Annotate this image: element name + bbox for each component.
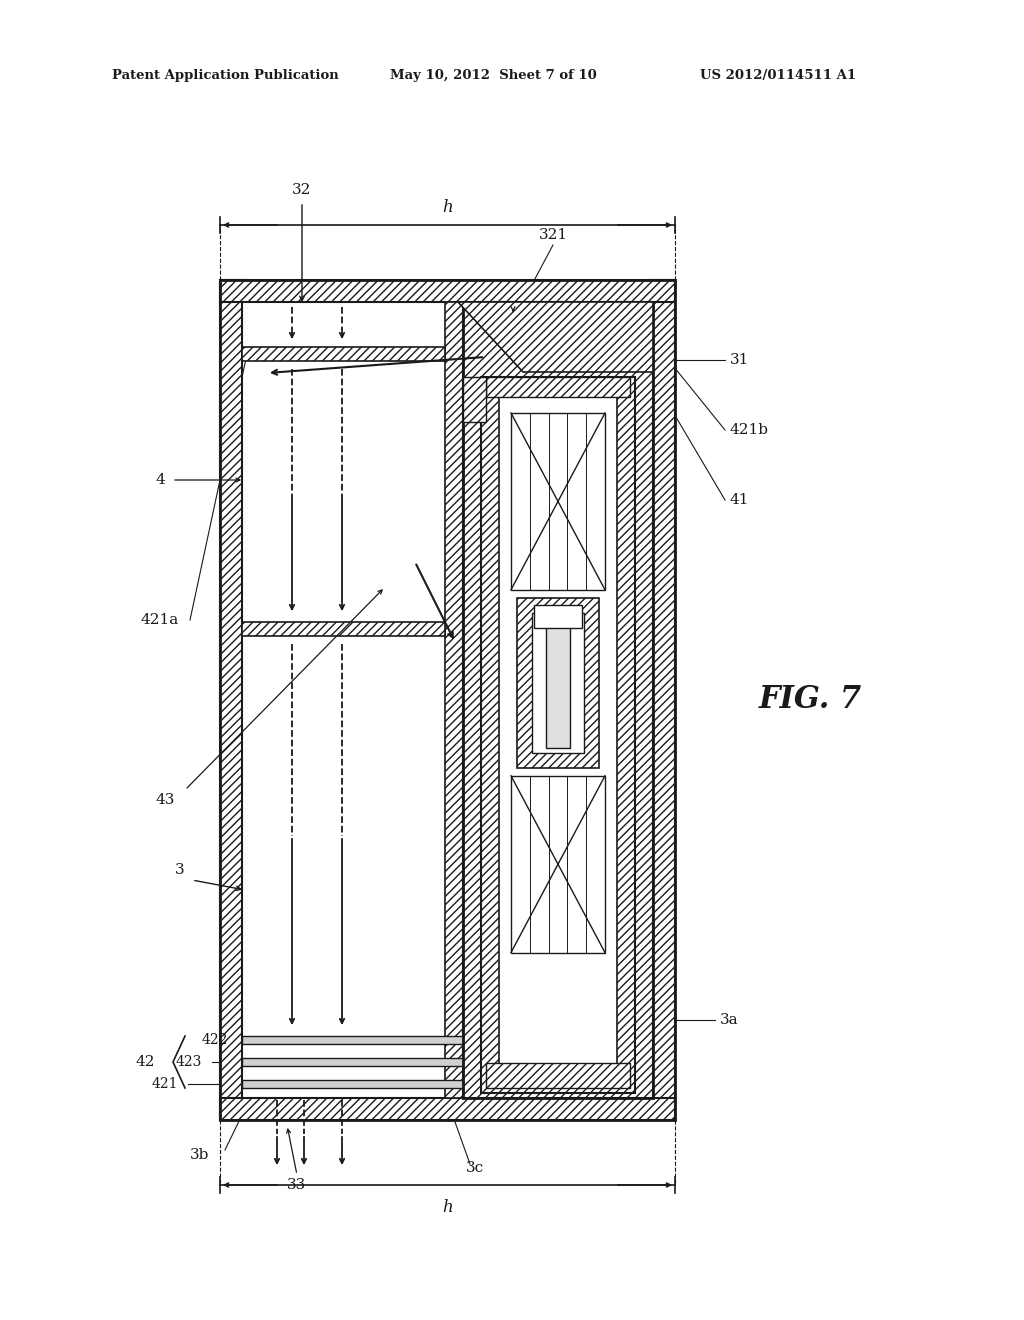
Bar <box>220 280 675 1119</box>
Text: 31: 31 <box>730 352 750 367</box>
Bar <box>653 280 675 1119</box>
Text: 33: 33 <box>288 1177 306 1192</box>
Text: 3b: 3b <box>190 1148 210 1162</box>
Bar <box>445 302 463 1098</box>
Polygon shape <box>458 302 653 372</box>
Bar <box>531 612 585 752</box>
Bar <box>463 302 653 1098</box>
Bar <box>220 280 242 1119</box>
Bar <box>481 378 635 1093</box>
Bar <box>546 618 570 748</box>
Bar <box>242 1059 463 1067</box>
Text: Patent Application Publication: Patent Application Publication <box>112 69 339 82</box>
Text: 32: 32 <box>292 183 311 197</box>
Bar <box>463 302 653 1098</box>
Text: h: h <box>442 1199 453 1216</box>
Text: 421: 421 <box>152 1077 178 1092</box>
Bar <box>535 606 582 628</box>
Text: US 2012/0114511 A1: US 2012/0114511 A1 <box>700 69 856 82</box>
Bar <box>486 378 630 397</box>
Text: 423: 423 <box>176 1055 202 1069</box>
Bar <box>220 280 675 302</box>
Bar <box>499 395 617 1074</box>
Text: 421a: 421a <box>141 612 179 627</box>
Bar <box>511 413 605 590</box>
Bar <box>242 1080 463 1088</box>
Text: 422: 422 <box>202 1034 228 1047</box>
Text: 3c: 3c <box>466 1162 484 1175</box>
Bar <box>242 347 445 360</box>
Bar <box>486 1063 630 1088</box>
Text: 3: 3 <box>175 863 184 876</box>
Text: h: h <box>442 198 453 215</box>
Bar <box>220 1098 675 1119</box>
Bar <box>242 622 445 636</box>
Bar <box>242 1036 463 1044</box>
Text: 3a: 3a <box>720 1012 738 1027</box>
Text: 421b: 421b <box>730 422 769 437</box>
Text: 321: 321 <box>539 228 567 242</box>
Text: 42: 42 <box>135 1055 155 1069</box>
Text: 43: 43 <box>156 793 175 807</box>
Text: 4: 4 <box>155 473 165 487</box>
Text: May 10, 2012  Sheet 7 of 10: May 10, 2012 Sheet 7 of 10 <box>390 69 597 82</box>
Text: 41: 41 <box>730 492 750 507</box>
Bar <box>517 598 599 768</box>
Text: FIG. 7: FIG. 7 <box>759 685 861 715</box>
Bar <box>511 776 605 953</box>
Bar <box>463 378 486 422</box>
